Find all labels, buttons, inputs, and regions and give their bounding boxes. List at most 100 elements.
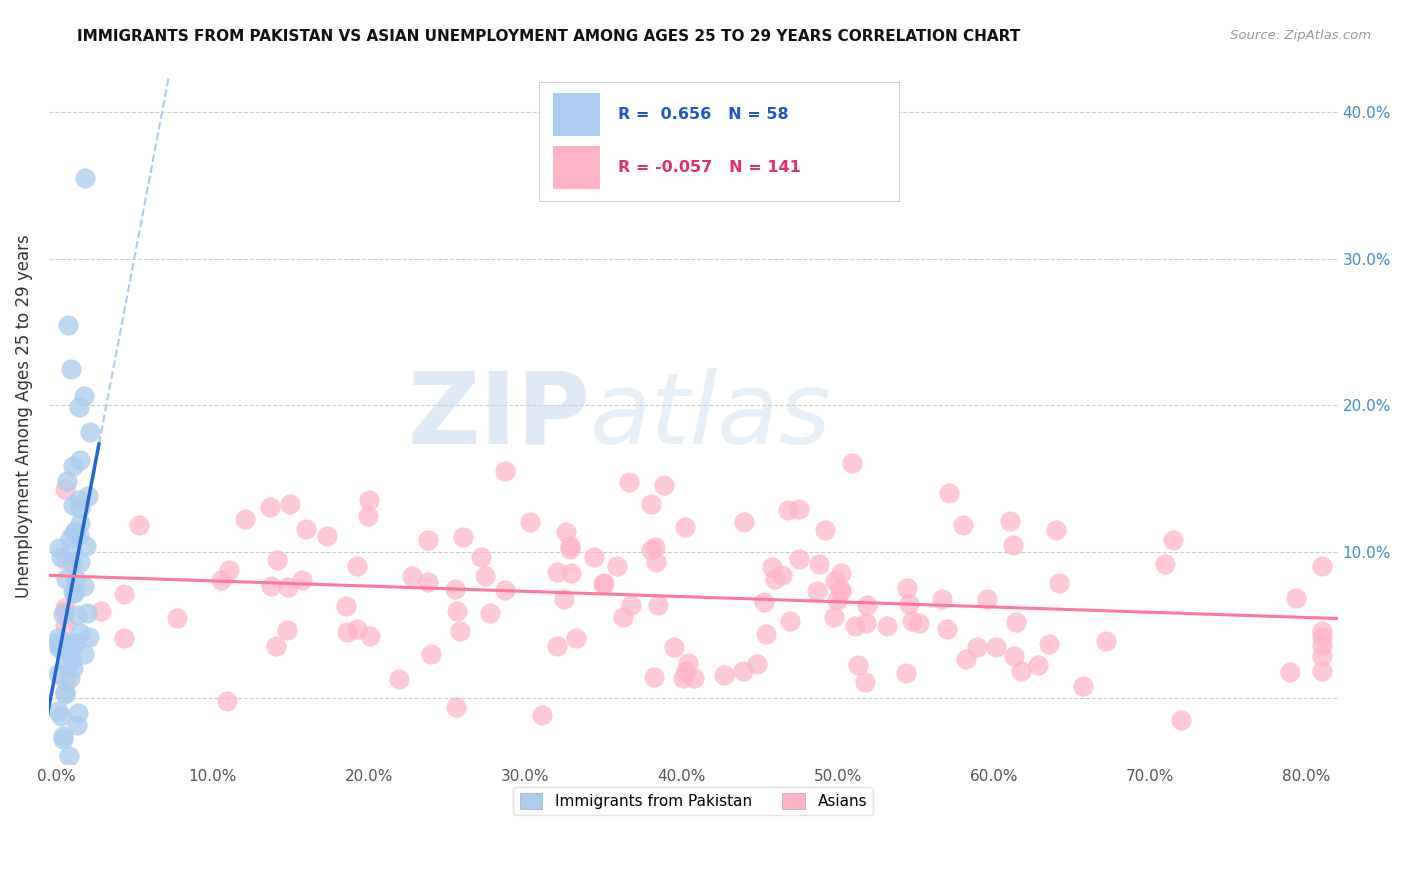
- Point: [672, 671, 695, 685]
- Point: [824, 574, 846, 589]
- Point: [966, 640, 988, 654]
- Point: [62, 661, 84, 675]
- Point: [582, 549, 605, 564]
- Point: [62, 586, 84, 600]
- Point: [259, 500, 281, 514]
- Point: [1002, 538, 1025, 552]
- Point: [470, 549, 492, 564]
- Point: [46, 631, 69, 645]
- Point: [755, 627, 778, 641]
- Point: [855, 599, 877, 613]
- Point: [53, 685, 76, 699]
- Point: [419, 647, 441, 661]
- Point: [233, 512, 256, 526]
- Point: [52, 607, 75, 621]
- Point: [830, 583, 852, 598]
- Point: [69, 516, 91, 530]
- Point: [112, 587, 135, 601]
- Point: [48, 641, 70, 656]
- Point: [62, 498, 84, 512]
- Point: [1005, 615, 1028, 629]
- Point: [1310, 664, 1333, 678]
- Point: [217, 694, 239, 708]
- Point: [787, 552, 810, 566]
- Point: [673, 519, 696, 533]
- Point: [876, 618, 898, 632]
- Point: [936, 622, 959, 636]
- Point: [401, 569, 423, 583]
- Point: [67, 401, 90, 415]
- Point: [776, 503, 799, 517]
- Point: [359, 493, 381, 508]
- Point: [52, 729, 75, 743]
- Point: [1278, 665, 1301, 679]
- Point: [49, 639, 72, 653]
- Point: [291, 573, 314, 587]
- Point: [1310, 630, 1333, 644]
- Point: [46, 705, 69, 719]
- Point: [1161, 533, 1184, 548]
- Point: [897, 597, 920, 611]
- Point: [73, 171, 96, 186]
- Point: [75, 539, 97, 553]
- Text: IMMIGRANTS FROM PAKISTAN VS ASIAN UNEMPLOYMENT AMONG AGES 25 TO 29 YEARS CORRELA: IMMIGRANTS FROM PAKISTAN VS ASIAN UNEMPL…: [77, 29, 1021, 45]
- Point: [652, 478, 675, 492]
- Point: [76, 489, 98, 503]
- Point: [896, 581, 918, 595]
- Point: [938, 485, 960, 500]
- Point: [640, 497, 662, 511]
- Point: [387, 672, 409, 686]
- Point: [531, 707, 554, 722]
- Point: [1010, 664, 1032, 678]
- Point: [266, 553, 288, 567]
- Point: [1310, 649, 1333, 664]
- Point: [555, 525, 578, 540]
- Point: [519, 516, 541, 530]
- Point: [69, 453, 91, 467]
- Point: [59, 531, 82, 545]
- Point: [1170, 713, 1192, 727]
- Point: [643, 670, 665, 684]
- Point: [546, 565, 568, 579]
- Point: [823, 609, 845, 624]
- Point: [640, 542, 662, 557]
- Point: [1045, 523, 1067, 537]
- Point: [90, 604, 112, 618]
- Point: [166, 611, 188, 625]
- Point: [806, 583, 828, 598]
- Point: [60, 555, 83, 569]
- Point: [264, 639, 287, 653]
- Point: [474, 569, 496, 583]
- Point: [66, 718, 89, 732]
- Point: [844, 619, 866, 633]
- Point: [346, 622, 368, 636]
- Point: [546, 639, 568, 653]
- Point: [1047, 576, 1070, 591]
- Y-axis label: Unemployment Among Ages 25 to 29 years: Unemployment Among Ages 25 to 29 years: [15, 235, 32, 598]
- Point: [58, 749, 80, 764]
- Point: [418, 533, 440, 548]
- Point: [855, 615, 877, 630]
- Point: [79, 425, 101, 439]
- Point: [53, 601, 76, 615]
- Point: [770, 567, 793, 582]
- Point: [713, 668, 735, 682]
- Point: [733, 516, 755, 530]
- Point: [444, 582, 467, 597]
- Point: [606, 559, 628, 574]
- Point: [814, 523, 837, 537]
- Point: [46, 634, 69, 648]
- Point: [59, 671, 82, 685]
- Point: [62, 585, 84, 599]
- Point: [900, 614, 922, 628]
- Point: [1038, 637, 1060, 651]
- Point: [1153, 557, 1175, 571]
- Point: [1071, 679, 1094, 693]
- Point: [53, 482, 76, 496]
- Point: [359, 629, 381, 643]
- Point: [336, 624, 359, 639]
- Point: [49, 550, 72, 565]
- Point: [67, 706, 90, 720]
- Point: [73, 579, 96, 593]
- Point: [67, 528, 90, 542]
